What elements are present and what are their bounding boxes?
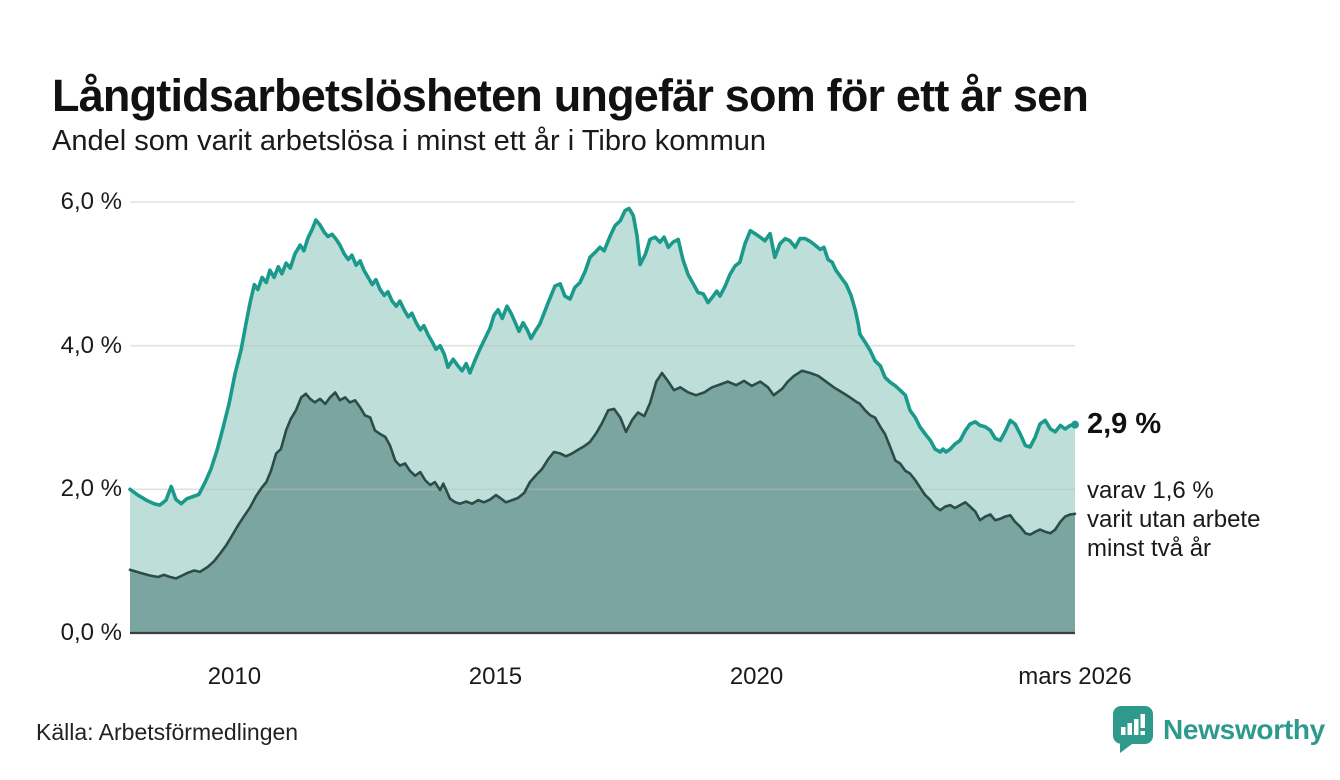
end-value-sub-line: varav 1,6 %: [1087, 476, 1214, 504]
x-tick-label: 2015: [468, 663, 523, 690]
series-two-year-area: [130, 370, 1075, 633]
page-title: Långtidsarbetslösheten ungefär som för e…: [52, 70, 1089, 122]
end-value-sub-label: varav 1,6 % varit utan arbete minst två år: [1087, 476, 1260, 563]
end-value-sub-line: varit utan arbete: [1087, 505, 1261, 533]
y-tick-label: 0,0 %: [60, 619, 122, 646]
newsworthy-logo: Newsworthy: [1112, 705, 1325, 755]
end-value-sub-line: minst två år: [1087, 534, 1212, 562]
x-tick-label: mars 2026: [1018, 663, 1132, 690]
end-value-label: 2,9 %: [1087, 407, 1162, 440]
y-tick-label: 6,0 %: [60, 188, 122, 215]
x-tick-label: 2010: [207, 663, 262, 690]
x-tick-label: 2020: [729, 663, 784, 690]
y-tick-label: 4,0 %: [60, 331, 122, 359]
series-one-year-line: [128, 206, 1077, 507]
series-two-year-line: [128, 369, 1077, 580]
newsworthy-icon: [1113, 706, 1153, 753]
chart-subtitle: Andel som varit arbetslösa i minst ett å…: [52, 125, 766, 157]
source-text: Källa: Arbetsförmedlingen: [36, 719, 299, 745]
series-one-year-end-dot: [1071, 420, 1079, 429]
newsworthy-wordmark: Newsworthy: [1163, 714, 1325, 745]
y-tick-label: 2,0 %: [60, 475, 122, 503]
